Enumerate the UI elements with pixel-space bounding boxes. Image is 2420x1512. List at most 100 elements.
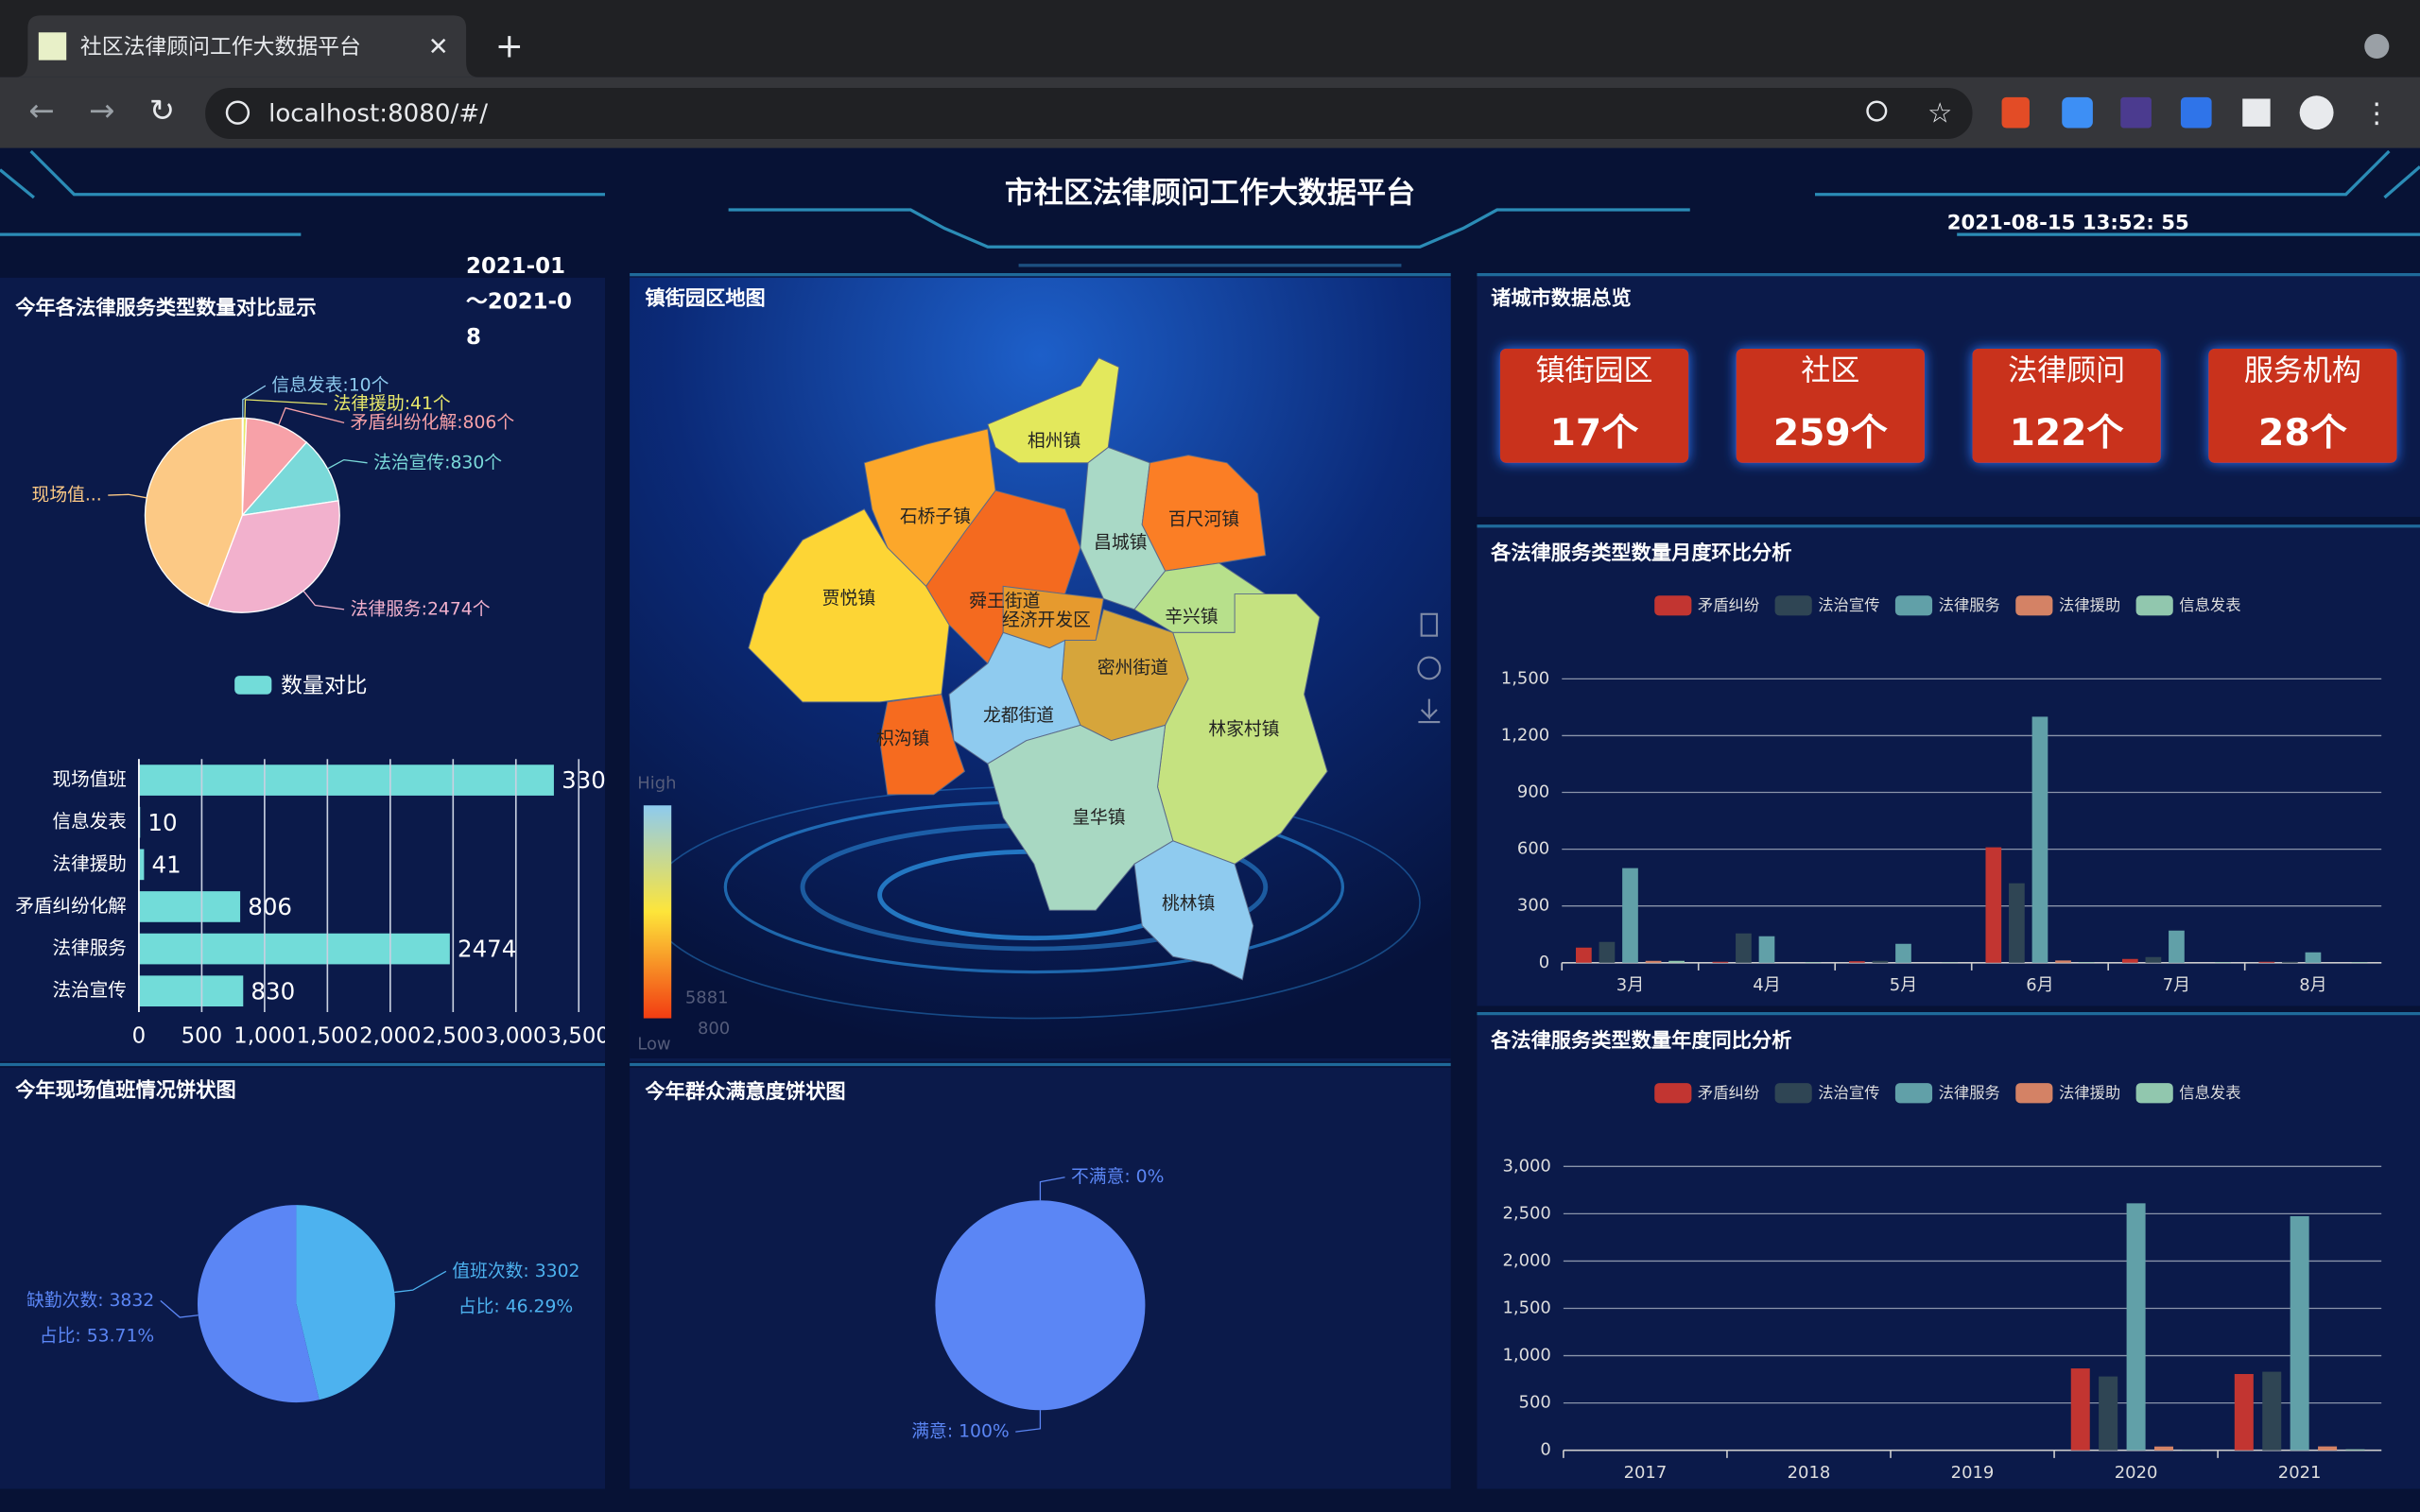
x-tick-label: 2018: [1788, 1463, 1831, 1483]
map-toolbox[interactable]: [1417, 612, 1442, 724]
bar[interactable]: [2282, 961, 2298, 963]
bar[interactable]: [1645, 960, 1662, 963]
legend-label: 法治宣传: [1818, 1084, 1879, 1102]
bar[interactable]: [1668, 960, 1685, 963]
map-region[interactable]: [1141, 455, 1267, 572]
card-value: 17个: [1550, 412, 1640, 455]
forward-button[interactable]: →: [89, 93, 114, 129]
pie-label: 值班次数: 3302: [452, 1261, 579, 1281]
bar[interactable]: [1622, 868, 1638, 963]
x-tick-label: 0: [132, 1024, 147, 1049]
tab-title[interactable]: 社区法律顾问工作大数据平台: [80, 35, 361, 60]
map-region-label: 皇华镇: [1072, 807, 1125, 828]
map-region[interactable]: [1133, 840, 1254, 981]
bar[interactable]: [1736, 933, 1752, 963]
bar[interactable]: [138, 975, 244, 1007]
pie-label: 缺勤次数: 3832: [26, 1290, 154, 1311]
legend-label: 信息发表: [2179, 596, 2240, 614]
reload-button[interactable]: ↻: [149, 93, 175, 129]
map-region[interactable]: [948, 631, 1081, 765]
pie-slice[interactable]: [240, 441, 339, 517]
x-tick-label: 3,000: [485, 1024, 546, 1049]
bar[interactable]: [2121, 958, 2138, 963]
bar[interactable]: [1848, 961, 1865, 963]
tab-close[interactable]: ✕: [428, 33, 449, 61]
bar[interactable]: [1895, 943, 1911, 963]
visual-map-bar[interactable]: [643, 805, 672, 1019]
bar[interactable]: [1805, 962, 1822, 963]
legend-swatch: [2015, 595, 2053, 616]
bar[interactable]: [138, 891, 241, 922]
bar[interactable]: [2318, 1446, 2338, 1451]
bar[interactable]: [1599, 941, 1616, 963]
pie-slice[interactable]: [296, 1205, 395, 1400]
page-title: 市社区法律顾问工作大数据平台: [1005, 177, 1415, 211]
tab[interactable]: [15, 15, 479, 77]
legend-label: 法律援助: [2059, 596, 2120, 614]
extension-icon[interactable]: [2120, 96, 2152, 129]
tab-search[interactable]: [2364, 33, 2390, 60]
y-tick-label: 1,500: [1502, 1297, 1550, 1317]
overview-card: [2208, 348, 2397, 463]
profile-icon[interactable]: [2299, 95, 2334, 130]
bar[interactable]: [2182, 1450, 2202, 1451]
bar[interactable]: [1712, 961, 1729, 963]
site-info[interactable]: [225, 100, 251, 125]
map-region-label: 枳沟镇: [876, 729, 929, 749]
map-region-label: 龙都街道: [983, 705, 1054, 726]
map-region-label: 百尺河镇: [1168, 509, 1239, 530]
bar[interactable]: [1872, 960, 1889, 963]
bar[interactable]: [138, 765, 554, 796]
bar[interactable]: [2126, 1203, 2146, 1451]
extensions-menu[interactable]: [2242, 98, 2271, 127]
pie-label: 法律服务:2474个: [351, 598, 491, 619]
pie-label: 不满意: 0%: [1071, 1166, 1164, 1187]
bar[interactable]: [2305, 952, 2322, 963]
bar[interactable]: [2145, 956, 2162, 963]
bar[interactable]: [2009, 883, 2025, 963]
bar[interactable]: [2154, 1446, 2174, 1451]
back-button[interactable]: ←: [28, 93, 54, 129]
address-bar[interactable]: [205, 88, 1973, 139]
menu-button[interactable]: ⋮: [2363, 96, 2391, 129]
y-tick-label: 矛盾纠纷化解: [15, 895, 126, 917]
bar[interactable]: [2258, 961, 2275, 963]
bar[interactable]: [2215, 962, 2231, 963]
chart-title: 今年现场值班情况饼状图: [15, 1077, 235, 1102]
bar[interactable]: [138, 849, 145, 881]
bar[interactable]: [1758, 936, 1775, 963]
pie-slice[interactable]: [197, 1205, 320, 1403]
bar[interactable]: [2070, 1368, 2090, 1451]
bar[interactable]: [2055, 960, 2071, 963]
new-tab[interactable]: +: [495, 27, 524, 66]
card-value: 259个: [1773, 412, 1889, 455]
extension-icon[interactable]: [2180, 96, 2212, 129]
bar[interactable]: [2234, 1373, 2254, 1451]
map-region-label: 昌城镇: [1094, 532, 1147, 553]
left-charts: 0 500 1,000 1,500 2,000 2,500 3,000 3,500 3302 10…: [132, 765, 605, 1049]
pie-slice[interactable]: [241, 417, 308, 518]
extension-icon[interactable]: [2062, 96, 2093, 129]
bar[interactable]: [2262, 1371, 2282, 1451]
map-region[interactable]: [879, 694, 965, 796]
visual-map-max: 5881: [685, 988, 729, 1007]
bar[interactable]: [2351, 962, 2368, 963]
bar[interactable]: [2290, 1215, 2309, 1451]
pie-label: 信息发表:10个: [271, 375, 389, 396]
bar[interactable]: [1985, 847, 2002, 963]
legend-label: 法律援助: [2059, 1084, 2120, 1102]
bar[interactable]: [1576, 947, 1592, 963]
bar[interactable]: [2345, 1449, 2365, 1451]
extension-icon[interactable]: [2001, 96, 2030, 129]
bar[interactable]: [138, 933, 450, 965]
bookmark-star[interactable]: ☆: [1927, 96, 1952, 129]
bar[interactable]: [2031, 716, 2048, 963]
x-tick-label: 2021: [2278, 1463, 2322, 1483]
datetime: 2021-08-15 13:52: 55: [1947, 212, 2189, 235]
url[interactable]: localhost:8080/#/: [268, 99, 488, 128]
bar[interactable]: [2078, 962, 2095, 963]
zoom-icon[interactable]: [1866, 100, 1888, 122]
pie-slice[interactable]: [935, 1200, 1146, 1411]
bar[interactable]: [2099, 1376, 2118, 1451]
bar[interactable]: [2169, 930, 2185, 963]
